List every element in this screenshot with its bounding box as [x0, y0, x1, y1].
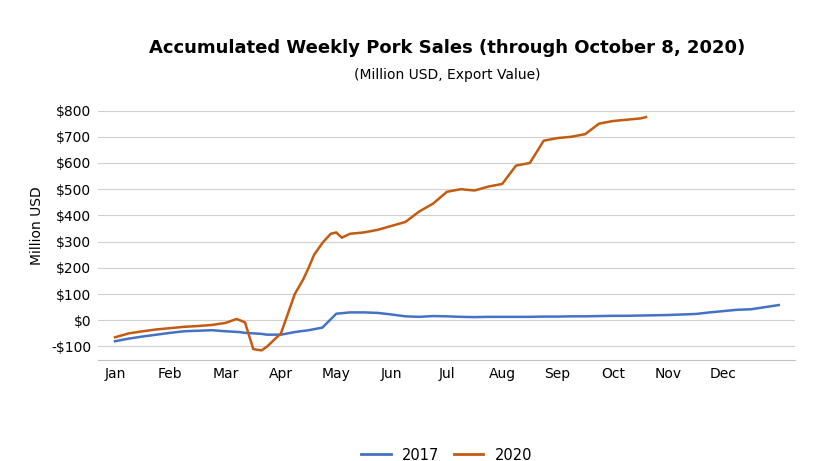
- 2020: [248, 346, 258, 352]
- 2020: [635, 116, 645, 121]
- 2017: [110, 338, 120, 344]
- 2020: [428, 201, 437, 207]
- Text: Accumulated Weekly Pork Sales (through October 8, 2020): Accumulated Weekly Pork Sales (through O…: [148, 40, 744, 58]
- Y-axis label: Million USD: Million USD: [30, 187, 44, 265]
- 2020: [331, 230, 341, 235]
- 2020: [110, 335, 120, 340]
- 2017: [773, 302, 783, 308]
- 2020: [289, 291, 299, 297]
- 2020: [400, 219, 410, 225]
- 2020: [552, 136, 562, 141]
- 2020: [309, 252, 319, 258]
- 2020: [298, 277, 308, 283]
- 2020: [524, 160, 534, 166]
- 2020: [607, 118, 617, 124]
- 2020: [441, 189, 451, 195]
- 2020: [621, 117, 631, 123]
- 2020: [387, 223, 396, 229]
- 2020: [483, 184, 493, 189]
- 2020: [262, 344, 272, 349]
- 2020: [220, 320, 230, 325]
- 2020: [373, 227, 382, 233]
- 2020: [594, 121, 604, 126]
- 2020: [538, 138, 548, 143]
- 2017: [248, 331, 258, 336]
- 2020: [240, 319, 250, 325]
- 2020: [580, 131, 590, 137]
- 2020: [455, 186, 465, 192]
- 2020: [165, 325, 175, 331]
- 2017: [289, 329, 299, 335]
- 2020: [317, 240, 327, 246]
- 2020: [232, 316, 242, 322]
- 2017: [303, 327, 313, 333]
- 2020: [640, 114, 650, 120]
- 2020: [281, 315, 291, 320]
- 2020: [124, 331, 133, 336]
- 2020: [325, 231, 335, 236]
- 2020: [206, 322, 216, 328]
- Text: (Million USD, Export Value): (Million USD, Export Value): [353, 67, 540, 82]
- 2020: [337, 235, 346, 241]
- 2020: [138, 329, 147, 334]
- 2020: [179, 324, 189, 330]
- 2020: [152, 327, 161, 332]
- Line: 2017: 2017: [115, 305, 778, 341]
- 2017: [759, 304, 769, 310]
- 2020: [256, 348, 266, 353]
- 2020: [496, 181, 506, 187]
- 2020: [414, 209, 423, 214]
- 2020: [303, 265, 313, 271]
- 2020: [359, 230, 369, 235]
- Legend: 2017, 2020: 2017, 2020: [355, 442, 537, 461]
- 2020: [510, 163, 520, 168]
- 2020: [276, 331, 286, 336]
- 2017: [580, 313, 590, 319]
- 2020: [192, 323, 202, 329]
- 2020: [469, 188, 479, 193]
- Line: 2020: 2020: [115, 117, 645, 350]
- 2017: [538, 314, 548, 319]
- 2020: [345, 231, 355, 236]
- 2020: [566, 134, 576, 140]
